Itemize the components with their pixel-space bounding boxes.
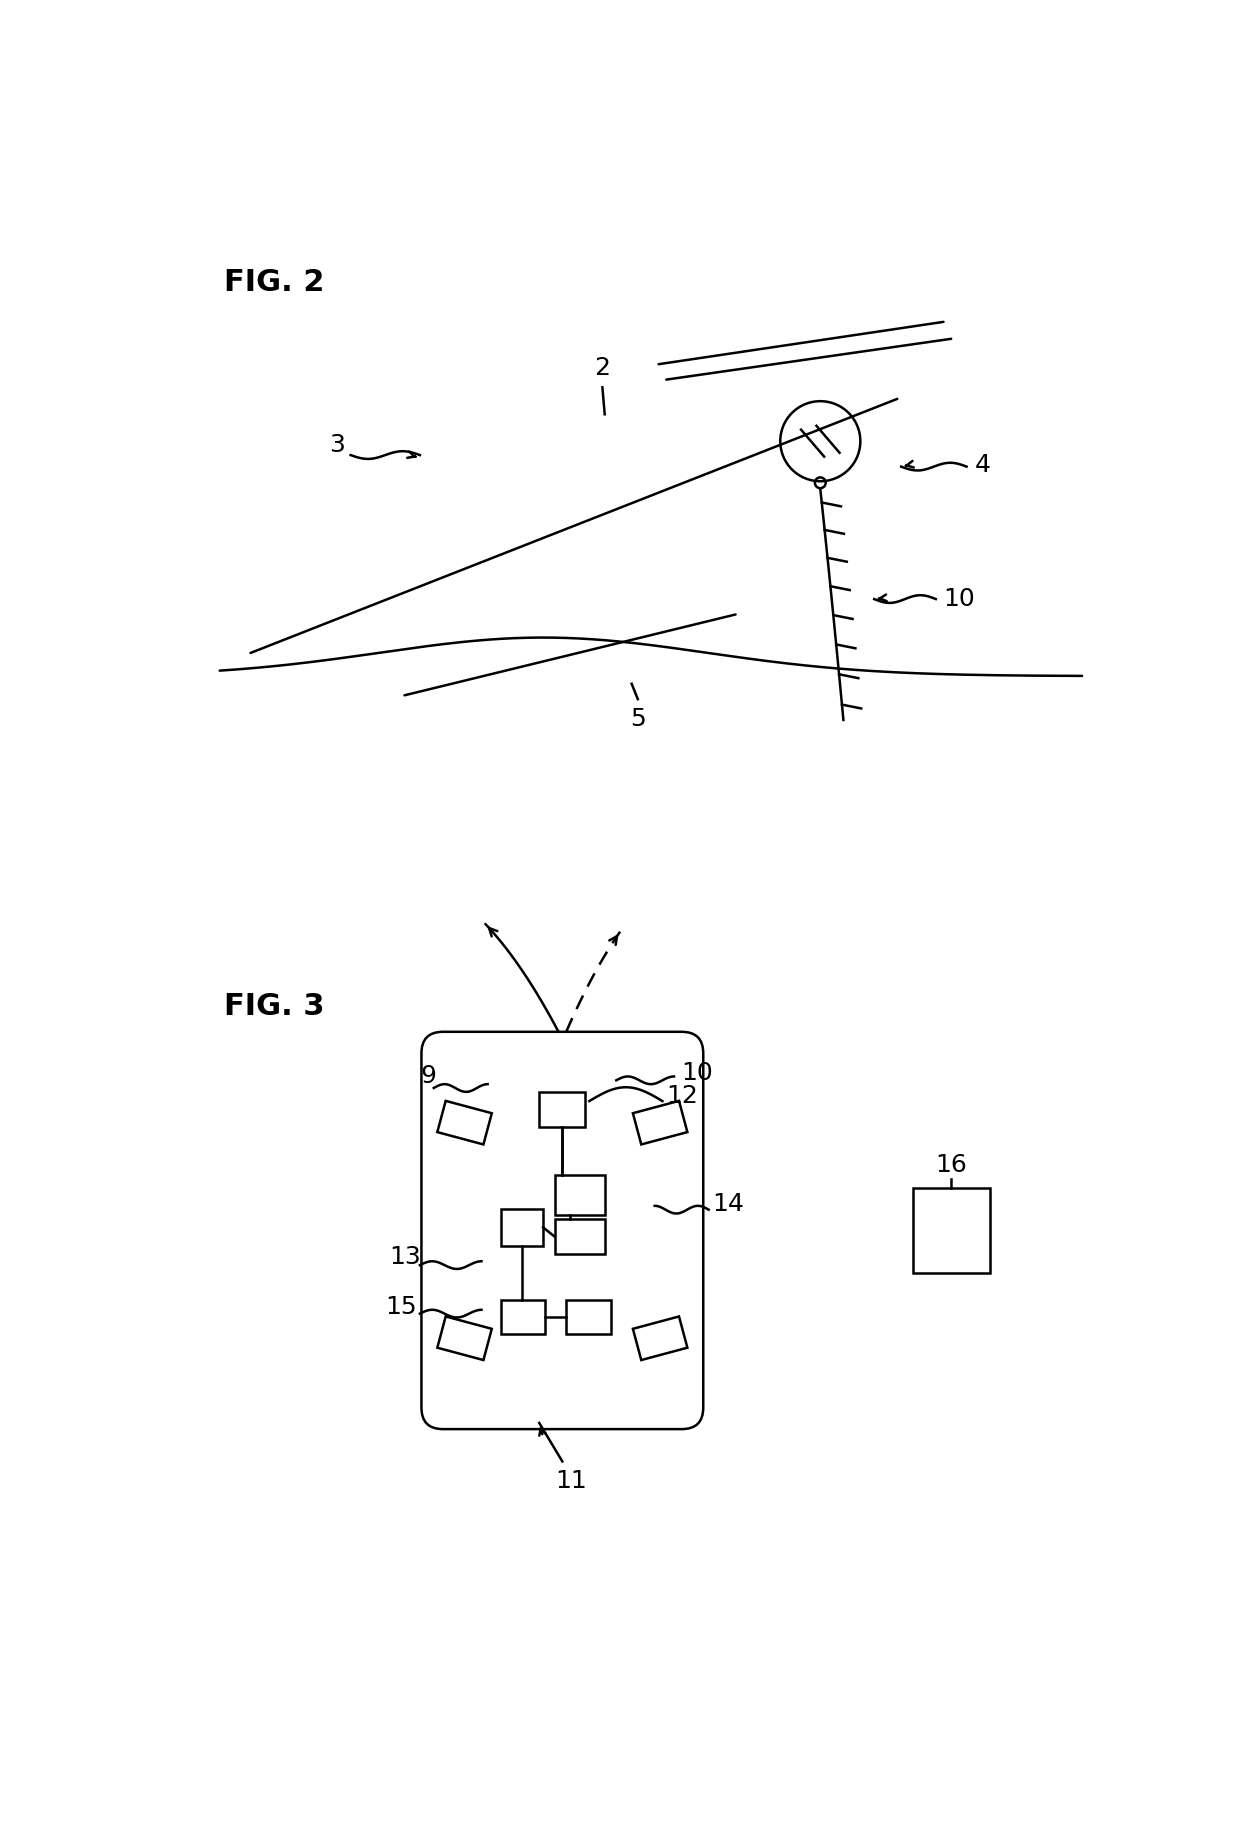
Text: 10: 10: [944, 588, 975, 612]
Text: 12: 12: [666, 1083, 698, 1107]
Bar: [567, 1299, 611, 1334]
Text: 13: 13: [389, 1246, 420, 1270]
Text: 11: 11: [556, 1469, 588, 1493]
Text: 3: 3: [329, 432, 345, 456]
Text: 9: 9: [420, 1064, 435, 1088]
Text: 14: 14: [713, 1192, 744, 1216]
Bar: [913, 1188, 990, 1273]
Text: 16: 16: [935, 1153, 967, 1177]
Text: FIG. 3: FIG. 3: [223, 992, 324, 1020]
Text: 2: 2: [594, 355, 610, 379]
Text: 4: 4: [975, 453, 991, 477]
Text: 15: 15: [386, 1295, 417, 1319]
Text: 10: 10: [682, 1061, 713, 1085]
Bar: [501, 1209, 543, 1246]
Text: FIG. 2: FIG. 2: [223, 268, 324, 298]
Bar: [554, 1220, 605, 1253]
Text: 5: 5: [630, 708, 646, 730]
Bar: [501, 1299, 546, 1334]
FancyBboxPatch shape: [422, 1031, 703, 1429]
Bar: [554, 1175, 605, 1216]
Bar: [539, 1092, 585, 1127]
